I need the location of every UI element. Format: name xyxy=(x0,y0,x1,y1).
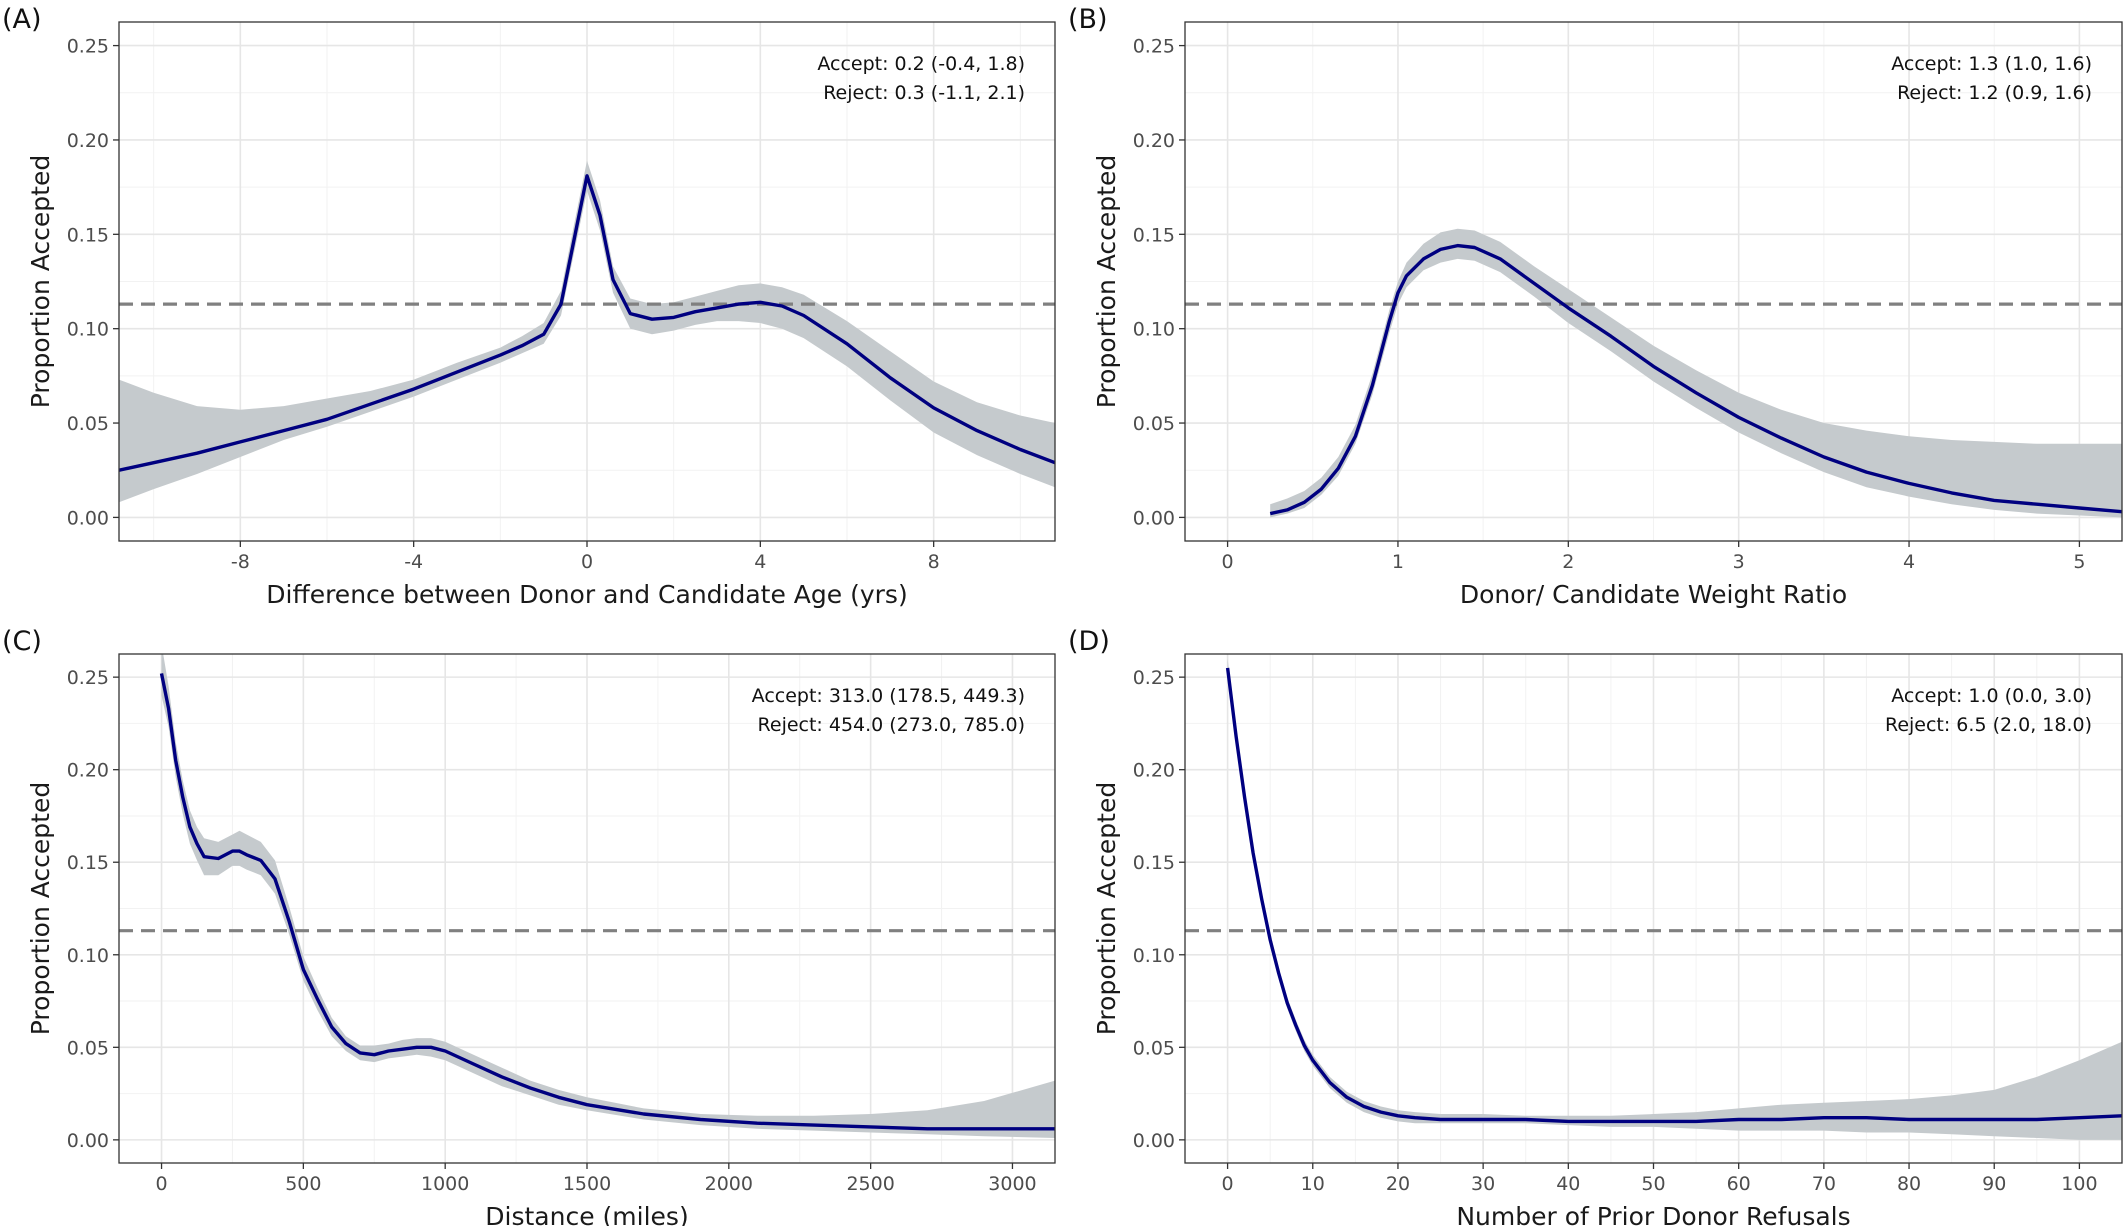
x-axis-title: Donor/ Candidate Weight Ratio xyxy=(1460,580,1847,609)
y-tick-label: 0.15 xyxy=(67,224,109,246)
panel-letter: (D) xyxy=(1068,626,1110,657)
y-tick-label: 0.00 xyxy=(67,1130,109,1152)
x-tick-label: 0 xyxy=(1222,551,1234,573)
x-tick-label: 30 xyxy=(1471,1173,1495,1195)
x-tick-label: 10 xyxy=(1301,1173,1325,1195)
series-line xyxy=(119,174,1055,472)
x-tick-label: -8 xyxy=(231,551,250,573)
y-tick-label: 0.20 xyxy=(67,760,109,782)
y-tick-label: 0.15 xyxy=(67,852,109,874)
y-tick-label: 0.00 xyxy=(1133,507,1175,529)
chart-panel-1: 0.00 0.05 0.10 0.15 0.20 0.25 -8 -4 0 4 8 Differenc… xyxy=(2,4,1056,609)
plot-frame xyxy=(1184,21,2123,542)
x-tick-label: 5 xyxy=(2073,551,2085,573)
y-tick-label: 0.10 xyxy=(67,319,109,341)
y-tick-label: 0.05 xyxy=(1133,413,1175,435)
x-tick-label: 2500 xyxy=(846,1173,894,1195)
y-tick-label: 0.20 xyxy=(1133,130,1175,152)
x-tick-label: 50 xyxy=(1641,1173,1665,1195)
x-tick-label: 3000 xyxy=(988,1173,1036,1195)
x-tick-label: 8 xyxy=(928,551,940,573)
y-tick-label: 0.15 xyxy=(1133,224,1175,246)
y-tick-label: 0.10 xyxy=(1133,319,1175,341)
reject-annotation: Reject: 6.5 (2.0, 18.0) xyxy=(1885,714,2092,736)
y-tick-label: 0.00 xyxy=(1133,1130,1175,1152)
accept-annotation: Accept: 1.3 (1.0, 1.6) xyxy=(1891,53,2092,75)
x-tick-label: 0 xyxy=(1222,1173,1234,1195)
x-tick-label: 500 xyxy=(285,1173,321,1195)
confidence-band xyxy=(1270,228,2122,518)
x-tick-label: 0 xyxy=(581,551,593,573)
y-tick-label: 0.05 xyxy=(67,1037,109,1059)
panel-letter: (A) xyxy=(2,4,42,35)
x-tick-label: 90 xyxy=(1982,1173,2006,1195)
x-tick-label: 2 xyxy=(1562,551,1574,573)
y-tick-label: 0.20 xyxy=(67,130,109,152)
x-tick-label: 40 xyxy=(1556,1173,1580,1195)
x-tick-label: 3 xyxy=(1733,551,1745,573)
y-tick-label: 0.15 xyxy=(1133,852,1175,874)
confidence-band xyxy=(119,160,1055,503)
y-tick-label: 0.10 xyxy=(67,945,109,967)
y-tick-label: 0.25 xyxy=(1133,667,1175,689)
accept-annotation: Accept: 1.0 (0.0, 3.0) xyxy=(1891,685,2092,707)
x-tick-label: 60 xyxy=(1727,1173,1751,1195)
x-axis-title: Distance (miles) xyxy=(485,1202,688,1226)
x-tick-label: -4 xyxy=(404,551,423,573)
x-axis-title: Difference between Donor and Candidate A… xyxy=(266,580,907,609)
series-line xyxy=(1225,667,2122,1124)
x-tick-label: 0 xyxy=(155,1173,167,1195)
x-tick-label: 4 xyxy=(754,551,766,573)
y-axis-title: Proportion Accepted xyxy=(1092,155,1121,408)
accept-annotation: Accept: 0.2 (-0.4, 1.8) xyxy=(817,53,1025,75)
y-tick-label: 0.25 xyxy=(67,36,109,58)
x-tick-label: 1000 xyxy=(421,1173,469,1195)
y-tick-label: 0.20 xyxy=(1133,760,1175,782)
chart-panel-2: 0.00 0.05 0.10 0.15 0.20 0.25 0 1 2 3 4 5 Donor/ Can… xyxy=(1068,4,2123,609)
x-tick-label: 4 xyxy=(1903,551,1915,573)
y-axis-title: Proportion Accepted xyxy=(26,155,55,408)
y-tick-label: 0.00 xyxy=(67,507,109,529)
reject-annotation: Reject: 1.2 (0.9, 1.6) xyxy=(1897,82,2092,104)
x-tick-label: 100 xyxy=(2061,1173,2097,1195)
x-tick-label: 1500 xyxy=(563,1173,611,1195)
panel-letter: (B) xyxy=(1068,4,1108,35)
chart-panel-3: 0.00 0.05 0.10 0.15 0.20 0.25 0 500 1000 1500 2000… xyxy=(2,626,1056,1226)
x-tick-label: 2000 xyxy=(705,1173,753,1195)
chart-panel-4: 0.00 0.05 0.10 0.15 0.20 0.25 0 10 20 30 40 50 60 70 8… xyxy=(1068,626,2123,1226)
confidence-band xyxy=(1227,658,2122,1140)
y-axis-title: Proportion Accepted xyxy=(1092,782,1121,1035)
accept-annotation: Accept: 313.0 (178.5, 449.3) xyxy=(752,685,1025,707)
reject-annotation: Reject: 454.0 (273.0, 785.0) xyxy=(758,714,1025,736)
y-tick-label: 0.05 xyxy=(67,413,109,435)
x-tick-label: 70 xyxy=(1812,1173,1836,1195)
panel-letter: (C) xyxy=(2,626,42,657)
series-line xyxy=(1269,243,2122,516)
y-axis-title: Proportion Accepted xyxy=(26,782,55,1035)
x-tick-label: 20 xyxy=(1386,1173,1410,1195)
series-line xyxy=(159,673,1055,1131)
x-tick-label: 1 xyxy=(1392,551,1404,573)
reject-annotation: Reject: 0.3 (-1.1, 2.1) xyxy=(823,82,1025,104)
x-tick-label: 80 xyxy=(1897,1173,1921,1195)
y-tick-label: 0.05 xyxy=(1133,1037,1175,1059)
y-tick-label: 0.10 xyxy=(1133,945,1175,967)
x-axis-title: Number of Prior Donor Refusals xyxy=(1456,1202,1850,1226)
y-tick-label: 0.25 xyxy=(1133,36,1175,58)
y-tick-label: 0.25 xyxy=(67,667,109,689)
